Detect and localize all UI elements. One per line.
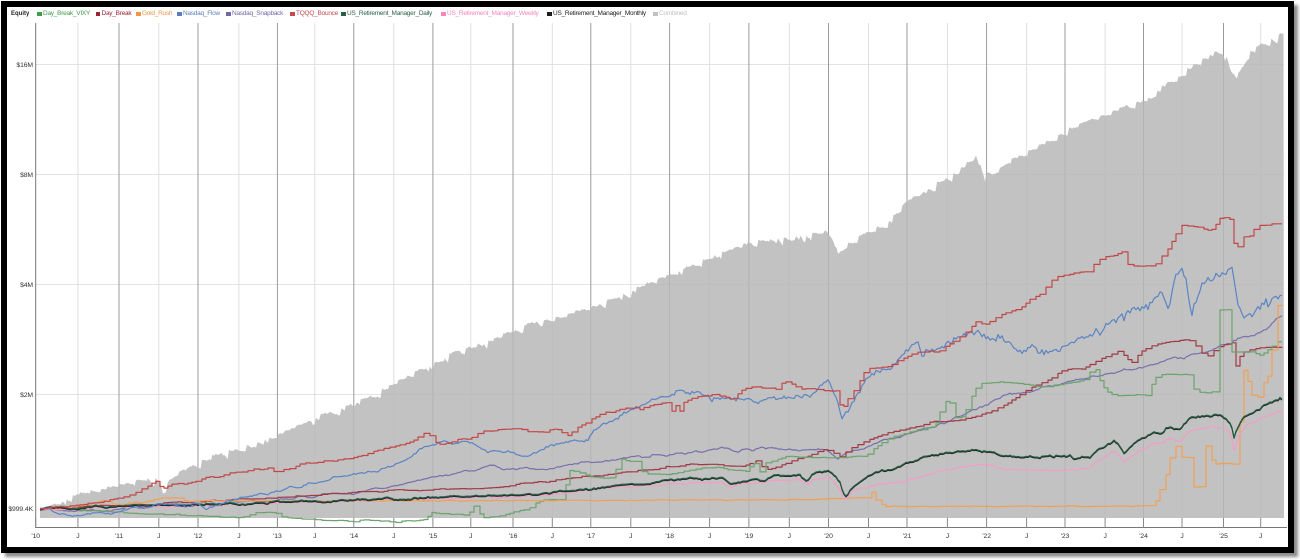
svg-text:'25: '25: [1219, 533, 1228, 540]
svg-text:J: J: [392, 533, 395, 540]
svg-text:'17: '17: [587, 533, 596, 540]
svg-text:J: J: [1259, 533, 1262, 540]
svg-text:J: J: [76, 533, 79, 540]
svg-text:'15: '15: [429, 533, 438, 540]
svg-text:'23: '23: [1061, 533, 1070, 540]
svg-text:J: J: [1180, 533, 1183, 540]
svg-text:J: J: [237, 533, 240, 540]
svg-text:J: J: [946, 533, 949, 540]
svg-text:'24: '24: [1139, 533, 1148, 540]
svg-text:'21: '21: [903, 533, 912, 540]
svg-text:J: J: [867, 533, 870, 540]
svg-text:$16M: $16M: [16, 62, 33, 69]
svg-text:'18: '18: [665, 533, 674, 540]
svg-text:$999.4K: $999.4K: [8, 506, 33, 513]
svg-text:J: J: [708, 533, 711, 540]
svg-text:J: J: [1103, 533, 1106, 540]
svg-text:J: J: [551, 533, 554, 540]
svg-text:J: J: [469, 533, 472, 540]
svg-text:'14: '14: [350, 533, 359, 540]
svg-text:$2M: $2M: [20, 392, 33, 399]
svg-text:J: J: [1025, 533, 1028, 540]
svg-text:'12: '12: [194, 533, 203, 540]
svg-text:'16: '16: [509, 533, 518, 540]
svg-text:'22: '22: [982, 533, 991, 540]
svg-text:'13: '13: [273, 533, 282, 540]
svg-text:J: J: [157, 533, 160, 540]
svg-text:'19: '19: [745, 533, 754, 540]
svg-text:J: J: [629, 533, 632, 540]
svg-text:'10: '10: [31, 533, 40, 540]
svg-text:$4M: $4M: [20, 282, 33, 289]
svg-text:'11: '11: [115, 533, 123, 540]
svg-text:J: J: [313, 533, 316, 540]
svg-text:'20: '20: [824, 533, 833, 540]
svg-text:$8M: $8M: [20, 172, 33, 179]
svg-text:J: J: [788, 533, 791, 540]
